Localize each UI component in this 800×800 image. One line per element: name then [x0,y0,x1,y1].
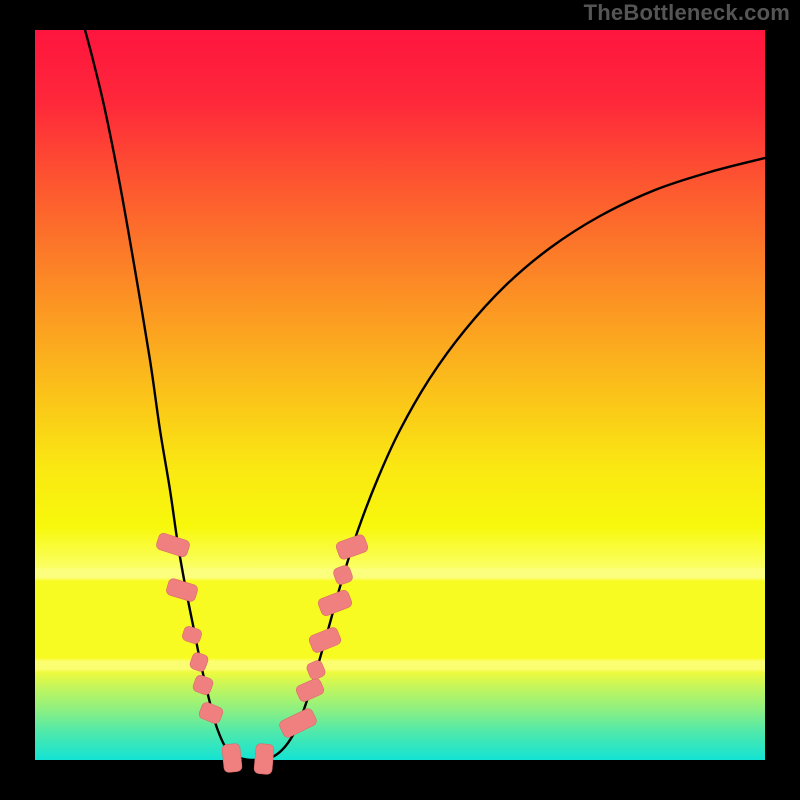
curve-marker [222,743,243,773]
curve-marker [254,743,275,774]
plot-background [35,30,765,760]
bottleneck-chart-svg [0,0,800,800]
chart-stage: TheBottleneck.com [0,0,800,800]
watermark-label: TheBottleneck.com [584,0,790,26]
